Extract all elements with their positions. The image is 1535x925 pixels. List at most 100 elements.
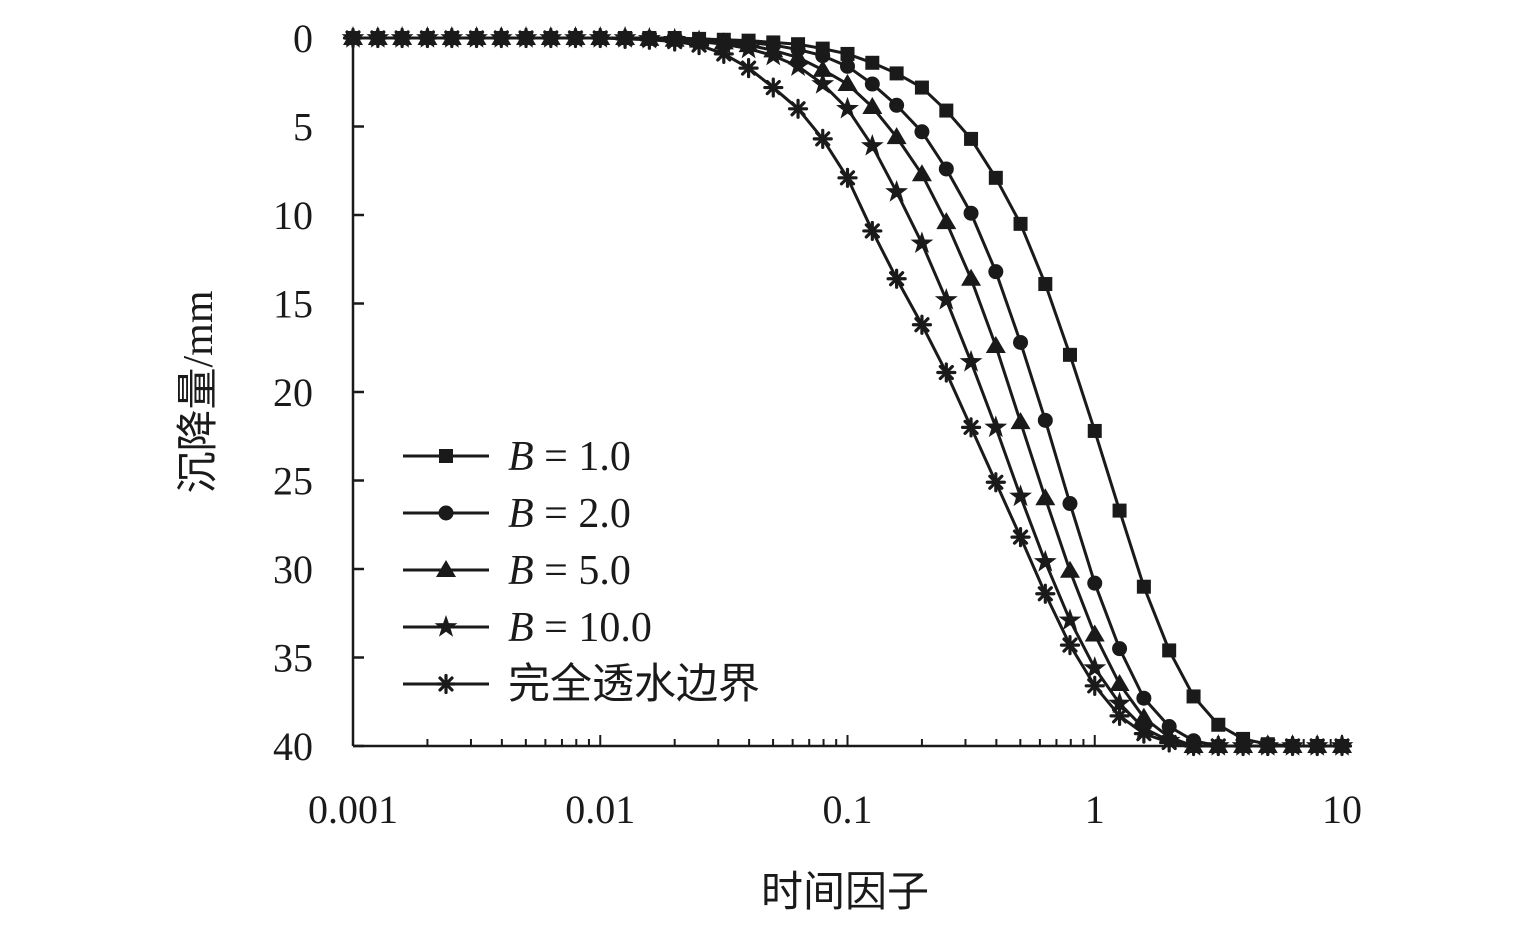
data-point <box>1059 635 1081 656</box>
legend-label: B = 5.0 <box>508 548 631 594</box>
legend-marker <box>435 673 457 695</box>
data-point <box>812 128 833 149</box>
y-tick-label: 20 <box>273 370 313 415</box>
data-point <box>860 133 884 156</box>
data-point <box>1010 412 1031 430</box>
data-point <box>1083 656 1107 678</box>
data-point <box>889 66 904 81</box>
series-1 <box>346 31 1349 753</box>
data-point <box>1112 641 1128 657</box>
legend-label: B = 1.0 <box>508 434 631 480</box>
y-axis-label: 沉降量/mm <box>176 290 222 493</box>
series-line <box>353 36 1342 748</box>
data-point <box>664 31 685 52</box>
data-point <box>939 103 954 118</box>
series-line <box>353 36 1342 748</box>
data-point <box>910 231 934 254</box>
data-point <box>1109 705 1130 727</box>
y-tick-label: 35 <box>273 636 313 681</box>
data-point <box>491 27 512 49</box>
data-point <box>1162 643 1177 658</box>
data-point <box>1062 347 1077 362</box>
data-point <box>1013 334 1029 350</box>
legend-label: B = 2.0 <box>508 491 631 537</box>
data-point <box>865 55 880 70</box>
data-point <box>963 205 979 221</box>
data-point <box>1062 496 1078 512</box>
data-point <box>889 97 905 113</box>
data-point <box>1084 624 1105 642</box>
data-point <box>862 97 883 115</box>
data-point <box>934 287 958 310</box>
data-point <box>590 27 611 49</box>
x-tick-label: 0.1 <box>823 787 873 832</box>
data-point <box>737 36 760 59</box>
y-tick-label: 25 <box>273 459 313 504</box>
data-point <box>639 29 660 50</box>
legend-marker <box>436 560 456 577</box>
data-point <box>786 54 810 77</box>
data-point <box>815 48 831 64</box>
legend-marker <box>438 505 454 521</box>
data-point <box>964 131 979 146</box>
data-point <box>837 74 858 92</box>
series-line <box>353 36 1342 748</box>
legend-item: 完全透水边界 <box>403 661 760 708</box>
data-point <box>1112 503 1127 518</box>
series-line <box>353 36 1342 748</box>
data-point <box>911 314 933 335</box>
data-point <box>565 27 586 49</box>
data-point <box>1058 608 1082 631</box>
data-point <box>959 349 983 372</box>
data-point <box>836 96 859 119</box>
data-point <box>1009 484 1032 507</box>
data-point <box>1186 689 1201 704</box>
data-point <box>515 27 537 49</box>
data-point <box>466 27 487 49</box>
data-point <box>914 124 930 140</box>
data-point <box>988 264 1004 280</box>
data-point <box>914 80 929 95</box>
data-point <box>1037 412 1053 428</box>
y-tick-label: 5 <box>293 105 313 150</box>
x-tick-label: 0.01 <box>565 787 635 832</box>
y-tick-label: 10 <box>273 193 313 238</box>
legend: B = 1.0 B = 2.0 B = 5.0 B = 10.0 完全透水边界 <box>403 434 760 708</box>
data-point <box>712 32 736 54</box>
x-tick-label: 0.001 <box>308 787 398 832</box>
data-point <box>862 220 883 242</box>
data-point <box>1087 575 1103 591</box>
x-axis-label: 时间因子 <box>761 870 929 916</box>
data-point <box>1109 674 1130 692</box>
data-point <box>1035 488 1056 506</box>
x-tick-label: 10 <box>1322 787 1362 832</box>
data-point <box>1013 216 1028 231</box>
data-point <box>688 34 710 56</box>
legend-label: 完全透水边界 <box>508 661 760 708</box>
data-point <box>911 164 932 182</box>
legend-item: B = 1.0 <box>403 434 631 480</box>
data-point <box>864 76 880 92</box>
data-point <box>811 72 835 94</box>
data-point <box>984 415 1008 438</box>
data-point <box>738 57 759 79</box>
data-point <box>840 58 855 74</box>
plot-area <box>341 26 1354 757</box>
legend-item: B = 2.0 <box>403 491 631 537</box>
data-point <box>985 335 1006 353</box>
data-point <box>885 179 909 202</box>
legend-item: B = 10.0 <box>403 605 652 651</box>
data-point <box>367 27 388 49</box>
series-3 <box>343 28 1352 753</box>
data-point <box>960 417 982 438</box>
axes <box>351 38 1342 748</box>
data-point <box>540 27 561 49</box>
data-point <box>886 127 907 145</box>
data-point <box>761 43 785 66</box>
legend-item: B = 5.0 <box>403 548 631 594</box>
data-point <box>938 161 954 177</box>
data-point <box>1059 560 1080 578</box>
data-point <box>936 212 957 230</box>
data-point <box>1087 423 1102 438</box>
data-point <box>417 27 438 49</box>
